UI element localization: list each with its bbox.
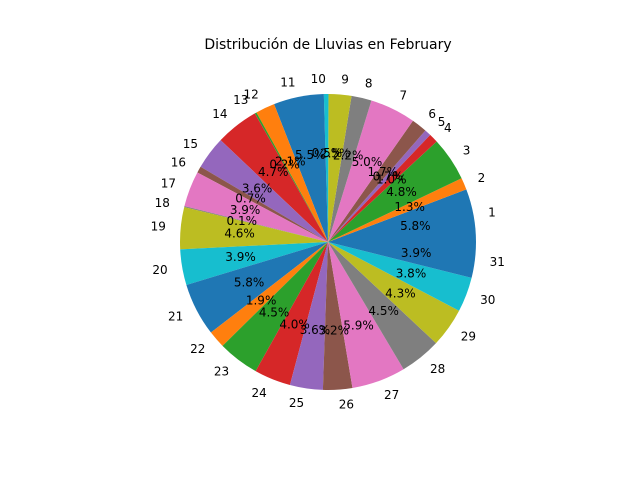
pie-slice-31 [328, 242, 476, 278]
category-label-1: 1 [488, 206, 496, 220]
category-label-28: 28 [430, 362, 445, 376]
pie-slice-24 [255, 242, 328, 386]
percent-label-21: 5.8% [234, 276, 265, 290]
pie-slice-18 [184, 206, 328, 242]
pie-slice-20 [180, 242, 328, 285]
pie-slice-10 [323, 94, 329, 242]
pie-slice-6 [328, 120, 426, 242]
category-label-9: 9 [341, 73, 349, 87]
category-label-5: 5 [438, 115, 446, 129]
percent-label-22: 1.9% [246, 293, 277, 307]
percent-label-4: 1.0% [376, 173, 407, 187]
category-label-14: 14 [212, 107, 227, 121]
category-label-31: 31 [490, 255, 505, 269]
category-label-30: 30 [480, 293, 495, 307]
percent-label-28: 4.5% [368, 304, 399, 318]
percent-label-1: 5.8% [400, 219, 431, 233]
percent-label-8: 2.2% [333, 149, 364, 163]
category-label-16: 16 [171, 155, 186, 169]
percent-label-2: 1.3% [394, 200, 425, 214]
category-label-12: 12 [244, 88, 259, 102]
pie-slice-16 [197, 166, 328, 242]
category-label-21: 21 [168, 310, 183, 324]
pie-slice-22 [210, 242, 328, 346]
pie-slice-27 [328, 242, 404, 388]
pie-slice-21 [186, 242, 328, 333]
pie-slice-4 [328, 134, 437, 242]
percent-label-17: 3.9% [230, 203, 261, 217]
pie-slice-7 [328, 100, 413, 243]
category-label-11: 11 [280, 75, 295, 89]
percent-label-6: 1.7% [368, 165, 399, 179]
category-label-10: 10 [311, 72, 326, 86]
category-label-3: 3 [463, 144, 471, 158]
percent-label-14: 4.7% [258, 165, 289, 179]
pie-slice-8 [328, 95, 372, 243]
percent-label-11: 5.5% [295, 148, 326, 162]
category-label-6: 6 [428, 107, 436, 121]
pie-slice-28 [328, 242, 437, 370]
pie-slice-14 [220, 113, 328, 243]
category-label-26: 26 [339, 397, 354, 411]
percent-label-7: 5.0% [352, 155, 383, 169]
pie-slice-19 [180, 207, 328, 250]
pie-slice-25 [289, 242, 328, 390]
percent-label-24: 4.0% [279, 317, 310, 331]
pie-slice-11 [274, 94, 328, 242]
category-label-29: 29 [461, 329, 476, 343]
category-label-24: 24 [251, 386, 266, 400]
category-labels: 1234567891011121314151617181920212223242… [151, 72, 505, 411]
percent-labels: 5.8%1.3%4.8%1.0%0.7%1.7%5.0%2.2%2.5%0.5%… [224, 146, 431, 337]
pie-slice-2 [328, 178, 467, 242]
category-label-7: 7 [399, 89, 407, 103]
percent-label-10: 0.5% [312, 146, 343, 160]
percent-label-26: 3.2% [319, 324, 350, 338]
percent-label-31: 3.9% [401, 246, 432, 260]
percent-label-16: 0.7% [235, 192, 266, 206]
category-label-15: 15 [183, 137, 198, 151]
category-label-4: 4 [444, 121, 452, 135]
category-label-13: 13 [233, 93, 248, 107]
percent-label-23: 4.5% [259, 306, 290, 320]
percent-label-20: 3.9% [225, 250, 256, 264]
pie-slice-13 [254, 112, 328, 242]
category-label-27: 27 [384, 388, 399, 402]
percent-label-5: 0.7% [373, 169, 404, 183]
percent-label-3: 4.8% [386, 185, 417, 199]
percent-label-30: 3.8% [396, 267, 427, 281]
category-label-17: 17 [161, 177, 176, 191]
pie-slice-23 [222, 242, 328, 372]
percent-label-27: 5.9% [343, 318, 374, 332]
category-label-8: 8 [365, 76, 373, 90]
percent-label-13: 0.2% [269, 158, 300, 172]
category-label-19: 19 [151, 220, 166, 234]
category-label-25: 25 [289, 396, 304, 410]
pie-slice-1 [328, 189, 476, 242]
pie-slice-29 [328, 242, 460, 344]
percent-label-9: 2.5% [320, 146, 351, 160]
pie-slices [180, 94, 476, 390]
pie-slice-17 [184, 172, 328, 242]
percent-label-12: 2.1% [275, 155, 306, 169]
pie-slice-26 [322, 242, 353, 390]
pie-slice-9 [328, 94, 352, 242]
percent-label-18: 0.1% [227, 214, 258, 228]
percent-label-19: 4.6% [224, 227, 255, 241]
pie-slice-15 [200, 140, 328, 242]
category-label-2: 2 [478, 171, 486, 185]
category-label-18: 18 [155, 196, 170, 210]
pie-slice-3 [328, 141, 462, 242]
category-label-23: 23 [214, 364, 229, 378]
percent-label-29: 4.3% [385, 286, 416, 300]
chart-title: Distribución de Lluvias en February [204, 37, 451, 53]
pie-slice-30 [328, 242, 472, 311]
pie-slice-12 [256, 104, 328, 242]
percent-label-25: 3.6% [300, 323, 331, 337]
pie-slice-5 [328, 130, 431, 242]
percent-label-15: 3.6% [242, 182, 273, 196]
category-label-20: 20 [152, 263, 167, 277]
category-label-22: 22 [190, 342, 205, 356]
